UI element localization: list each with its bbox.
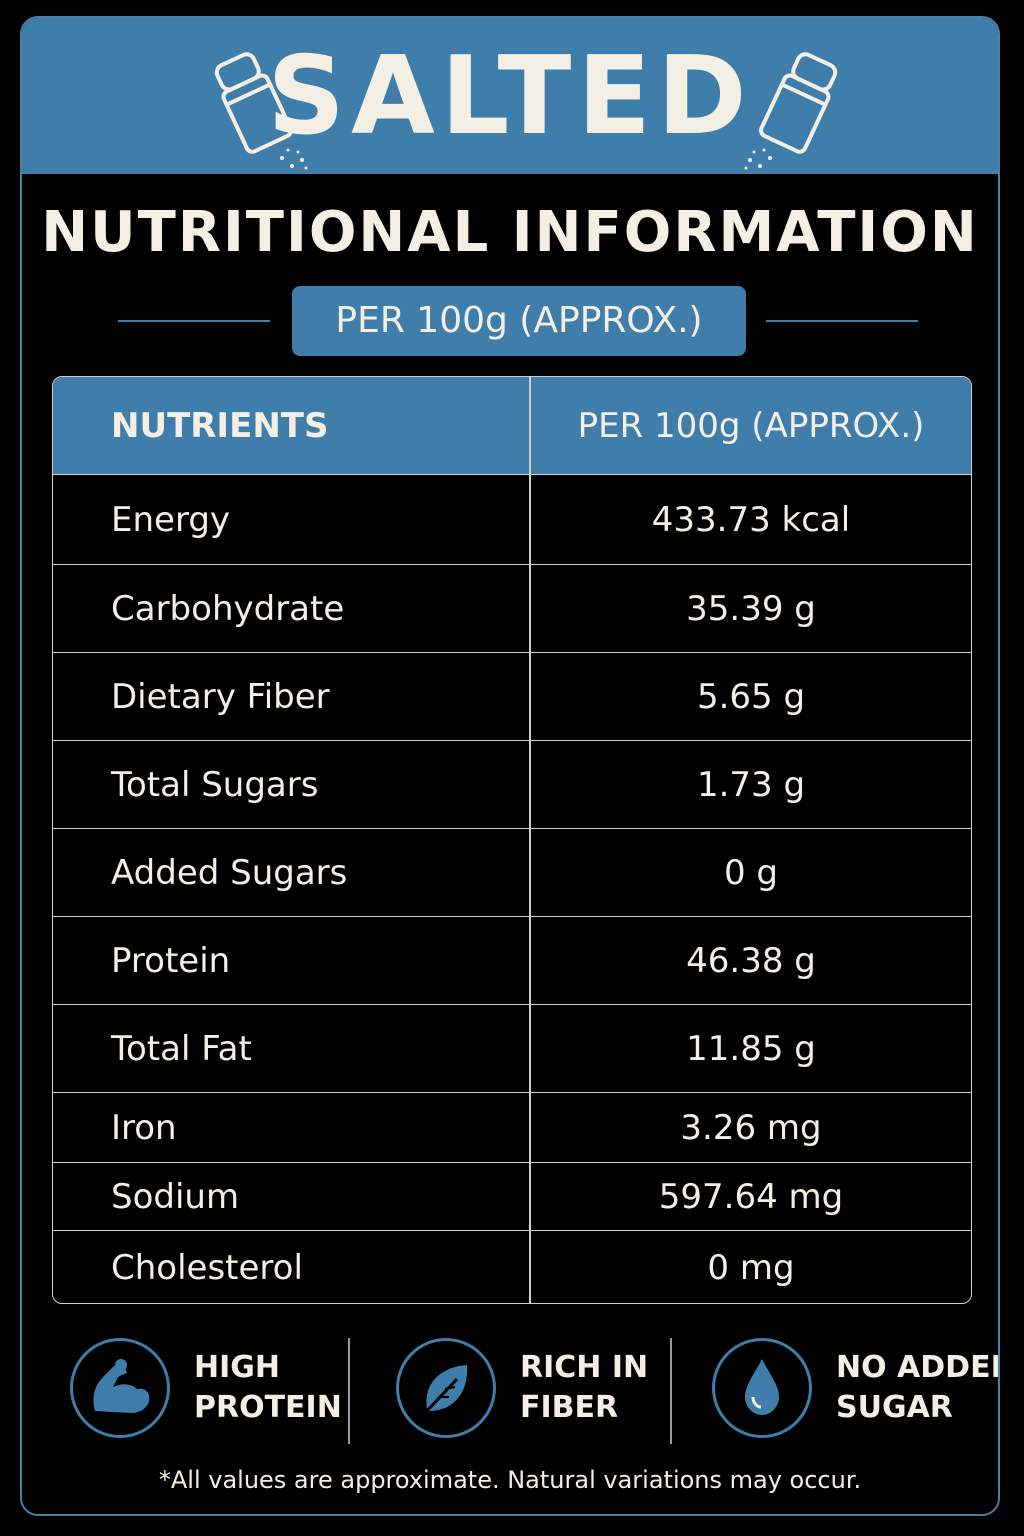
column-divider bbox=[529, 377, 531, 1303]
badge-label: PROTEIN bbox=[194, 1390, 342, 1425]
table-header: NUTRIENTS PER 100g (APPROX.) bbox=[53, 377, 971, 475]
nutrition-table: NUTRIENTS PER 100g (APPROX.) Energy 433.7… bbox=[52, 376, 972, 1304]
page-title: NUTRITIONAL INFORMATION bbox=[41, 200, 979, 265]
table-row: Sodium 597.64 mg bbox=[53, 1163, 971, 1231]
nutrient-name: Total Fat bbox=[111, 1029, 252, 1069]
divider bbox=[766, 320, 918, 322]
nutrient-value: 0 mg bbox=[707, 1248, 795, 1288]
table-row: Added Sugars 0 g bbox=[53, 829, 971, 917]
divider bbox=[118, 320, 270, 322]
badge-label: RICH IN bbox=[520, 1350, 649, 1385]
badge-label: FIBER bbox=[520, 1390, 619, 1425]
table-row: Total Fat 11.85 g bbox=[53, 1005, 971, 1093]
nutrient-value: 5.65 g bbox=[696, 677, 806, 717]
nutrient-value: 3.26 mg bbox=[680, 1108, 822, 1148]
water-drop-icon bbox=[745, 1359, 779, 1415]
serving-size-pill: PER 100g (APPROX.) bbox=[292, 286, 746, 356]
salt-shaker-icon bbox=[744, 52, 838, 170]
nutrient-name: Iron bbox=[111, 1108, 177, 1148]
table-row: Iron 3.26 mg bbox=[53, 1093, 971, 1163]
badges-row: HIGH PROTEIN RICH IN FIBER bbox=[22, 1328, 998, 1448]
nutrient-value: 11.85 g bbox=[686, 1029, 816, 1069]
nutrition-card: SALTED NUTRITIONAL INFORMATION PER 100g … bbox=[20, 16, 1000, 1516]
table-row: Protein 46.38 g bbox=[53, 917, 971, 1005]
nutrient-value: 597.64 mg bbox=[658, 1177, 844, 1217]
banner-title: SALTED bbox=[267, 34, 753, 159]
nutrient-name: Dietary Fiber bbox=[111, 677, 330, 717]
nutrient-value: 46.38 g bbox=[686, 941, 816, 981]
salt-shaker-icon bbox=[214, 52, 308, 170]
table-row: Total Sugars 1.73 g bbox=[53, 741, 971, 829]
column-header-nutrients: NUTRIENTS bbox=[111, 406, 329, 446]
table-row: Cholesterol 0 mg bbox=[53, 1231, 971, 1303]
nutrient-name: Carbohydrate bbox=[111, 589, 345, 629]
nutrient-name: Protein bbox=[111, 941, 231, 981]
nutrient-name: Added Sugars bbox=[111, 853, 348, 893]
leaf-icon bbox=[423, 1365, 468, 1415]
table-row: Energy 433.73 kcal bbox=[53, 475, 971, 565]
nutrient-value: 0 g bbox=[723, 853, 779, 893]
nutrient-name: Cholesterol bbox=[111, 1248, 303, 1288]
banner: SALTED bbox=[22, 18, 998, 174]
nutrient-value: 35.39 g bbox=[686, 589, 816, 629]
nutrient-value: 1.73 g bbox=[696, 765, 806, 805]
badge-divider bbox=[348, 1338, 350, 1444]
nutrient-value: 433.73 kcal bbox=[651, 500, 851, 540]
badge-label: SUGAR bbox=[836, 1390, 953, 1425]
badge-label: NO ADDED bbox=[836, 1350, 1000, 1385]
table-row: Dietary Fiber 5.65 g bbox=[53, 653, 971, 741]
nutrient-name: Energy bbox=[111, 500, 231, 540]
footnote: *All values are approximate. Natural var… bbox=[158, 1466, 862, 1494]
nutrient-name: Sodium bbox=[111, 1177, 240, 1217]
flexed-arm-icon bbox=[93, 1359, 150, 1413]
column-header-per-100g: PER 100g (APPROX.) bbox=[577, 406, 925, 446]
nutrient-name: Total Sugars bbox=[111, 765, 319, 805]
badge-label: HIGH bbox=[194, 1350, 281, 1385]
badge-divider bbox=[670, 1338, 672, 1444]
table-row: Carbohydrate 35.39 g bbox=[53, 565, 971, 653]
